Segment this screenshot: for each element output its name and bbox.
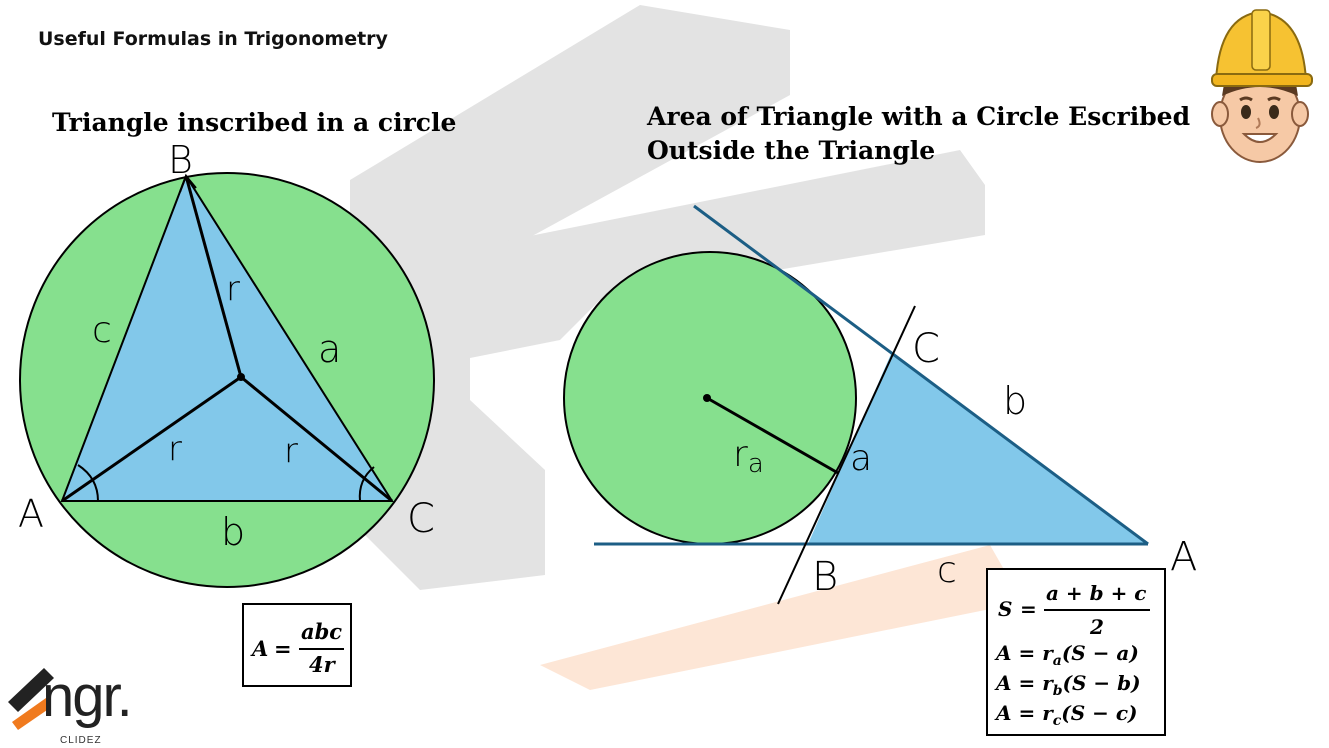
angle-arc-a bbox=[77, 464, 99, 502]
left-section-title: Triangle inscribed in a circle bbox=[52, 108, 457, 137]
formula-s-lhs: S bbox=[998, 597, 1012, 621]
right-title-line2: Outside the Triangle bbox=[647, 136, 936, 165]
formula-row-a-lhs: A = r bbox=[994, 641, 1054, 665]
label-vertex-c: C bbox=[407, 496, 435, 542]
formula-inscribed: A = abc 4r bbox=[250, 619, 344, 677]
label-vertex-b-right: B bbox=[812, 554, 838, 600]
formula-row-c-lhs: A = r bbox=[994, 701, 1054, 725]
formula-row-c-rest: (S − c) bbox=[1061, 701, 1137, 725]
inscribed-triangle bbox=[60, 173, 394, 502]
engineer-mascot-icon bbox=[1211, 9, 1313, 163]
label-side-b: b bbox=[221, 510, 245, 554]
center-point bbox=[237, 373, 245, 381]
label-side-b-right: b bbox=[1003, 379, 1027, 423]
logo-wordmark: ngr. bbox=[42, 664, 133, 729]
label-radius-top: r bbox=[226, 269, 240, 309]
formula-s-numerator: a + b + c bbox=[1046, 581, 1147, 605]
formula-escribed: S = a + b + c 2 A = ra(S − a) A = rb(S −… bbox=[994, 581, 1150, 729]
formula-row-c: A = rc(S − c) bbox=[994, 701, 1138, 729]
formula-eq: = bbox=[274, 636, 292, 661]
formula-s-eq: = bbox=[1020, 597, 1037, 621]
label-radius-right: r bbox=[284, 431, 298, 471]
label-vertex-a: A bbox=[18, 492, 44, 536]
label-side-c-right: c bbox=[937, 550, 957, 591]
radius-r-main: r bbox=[733, 434, 748, 475]
formula-row-a: A = ra(S − a) bbox=[994, 641, 1139, 669]
formula-row-b-lhs: A = r bbox=[994, 671, 1054, 695]
formula-row-b: A = rb(S − b) bbox=[994, 671, 1141, 699]
label-radius-left: r bbox=[168, 429, 182, 469]
line-through-c-a bbox=[693, 204, 1149, 546]
label-side-c: c bbox=[92, 310, 112, 351]
formula-lhs: A bbox=[250, 636, 268, 661]
formula-denominator: 4r bbox=[309, 652, 337, 677]
formula-row-c-sub: c bbox=[1053, 713, 1062, 729]
right-title-line1: Area of Triangle with a Circle Escribed bbox=[647, 102, 1191, 131]
label-vertex-a-right: A bbox=[1170, 534, 1197, 580]
escribed-radius bbox=[706, 396, 839, 475]
radius-to-c bbox=[240, 375, 393, 503]
formula-row-a-rest: (S − a) bbox=[1062, 641, 1139, 665]
label-side-a: a bbox=[318, 327, 341, 371]
page-title: Useful Formulas in Trigonometry bbox=[38, 28, 388, 50]
logo-subtitle: CLIDEZ bbox=[60, 735, 102, 746]
label-vertex-c-right: C bbox=[912, 326, 940, 372]
label-radius-ra: ra bbox=[733, 434, 764, 479]
line-through-b-c bbox=[777, 305, 916, 605]
radius-subscript: a bbox=[748, 449, 764, 479]
formula-numerator: abc bbox=[301, 619, 342, 644]
formula-box-inscribed: A = abc 4r bbox=[242, 603, 352, 687]
angle-arc-c bbox=[358, 466, 375, 502]
formula-row-b-sub: b bbox=[1053, 683, 1063, 699]
formula-s-denominator: 2 bbox=[1089, 615, 1104, 639]
right-section-title: Area of Triangle with a Circle Escribed … bbox=[647, 100, 1207, 168]
label-side-a-right: a bbox=[850, 438, 872, 479]
arrow-head-b bbox=[179, 174, 197, 193]
label-vertex-b: B bbox=[168, 138, 193, 182]
radius-to-b bbox=[184, 175, 243, 378]
engr-logo-icon bbox=[8, 668, 54, 730]
escribed-triangle bbox=[808, 354, 1148, 544]
formula-row-a-sub: a bbox=[1053, 653, 1062, 669]
formula-box-escribed: S = a + b + c 2 A = ra(S − a) A = rb(S −… bbox=[986, 568, 1166, 736]
formula-row-b-rest: (S − b) bbox=[1063, 671, 1141, 695]
